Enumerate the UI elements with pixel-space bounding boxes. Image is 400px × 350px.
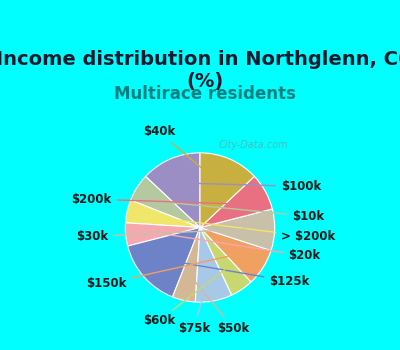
Text: $50k: $50k (191, 277, 250, 335)
Text: City-Data.com: City-Data.com (218, 140, 288, 150)
Text: $10k: $10k (162, 202, 324, 223)
Text: $125k: $125k (166, 260, 310, 288)
Text: $100k: $100k (184, 180, 321, 193)
Wedge shape (172, 228, 200, 302)
Wedge shape (200, 209, 275, 251)
Wedge shape (130, 176, 200, 228)
Wedge shape (195, 228, 232, 302)
Text: $20k: $20k (154, 232, 320, 262)
Wedge shape (200, 176, 272, 228)
Wedge shape (200, 153, 254, 228)
Wedge shape (126, 200, 200, 228)
Text: $60k: $60k (143, 270, 225, 327)
Text: $150k: $150k (86, 254, 238, 290)
Text: $30k: $30k (76, 229, 246, 243)
Text: Income distribution in Northglenn, CO
(%): Income distribution in Northglenn, CO (%… (0, 50, 400, 91)
Wedge shape (200, 228, 251, 295)
Text: $75k: $75k (178, 278, 210, 335)
Wedge shape (200, 228, 271, 282)
Wedge shape (125, 223, 200, 246)
Wedge shape (146, 153, 200, 228)
Text: $200k: $200k (72, 193, 240, 206)
Text: Multirace residents: Multirace residents (114, 85, 296, 103)
Wedge shape (128, 228, 200, 297)
Text: > $200k: > $200k (155, 217, 335, 243)
Text: $40k: $40k (143, 125, 217, 181)
